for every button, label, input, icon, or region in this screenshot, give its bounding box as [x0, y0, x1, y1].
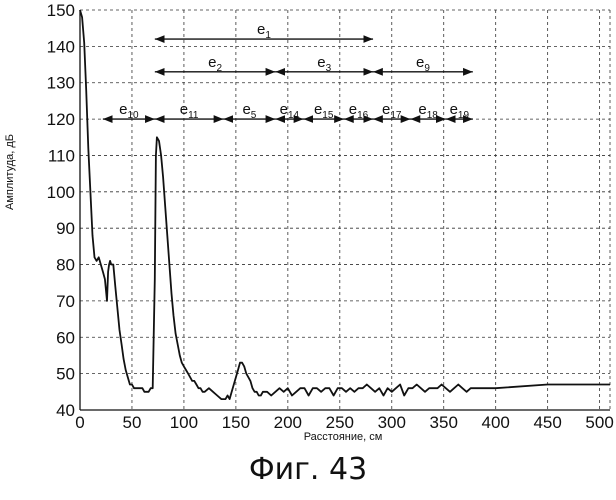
- y-tick-label: 50: [56, 365, 75, 384]
- y-tick-label: 60: [56, 328, 75, 347]
- x-tick-label: 150: [222, 413, 250, 432]
- y-tick-label: 40: [56, 401, 75, 420]
- x-tick-label: 200: [274, 413, 302, 432]
- figure-caption: Фиг. 43: [0, 452, 616, 487]
- segment-label-e9: e9: [416, 54, 430, 74]
- segment-label-e15: e15: [314, 101, 334, 121]
- y-tick-label: 120: [47, 110, 75, 129]
- y-tick-label: 110: [48, 146, 75, 165]
- segment-label-e3: e3: [317, 54, 331, 74]
- y-tick-label: 80: [56, 256, 75, 275]
- segment-label-e10: e10: [119, 101, 139, 121]
- segment-label-e5: e5: [242, 101, 256, 121]
- y-tick-label: 100: [47, 183, 75, 202]
- segment-label-e18: e18: [418, 101, 438, 121]
- y-tick-label: 150: [47, 1, 75, 20]
- x-tick-label: 300: [378, 413, 406, 432]
- x-tick-label: 250: [326, 413, 354, 432]
- y-tick-label: 130: [47, 74, 75, 93]
- segment-label-e14: e14: [280, 101, 300, 121]
- grid: [80, 10, 610, 410]
- x-axis-label: Расстояние, см: [304, 431, 383, 443]
- y-tick-label: 70: [56, 292, 75, 311]
- segment-label-e19: e19: [450, 101, 470, 121]
- segment-label-e16: e16: [349, 101, 369, 121]
- segment-label-e2: e2: [208, 54, 222, 74]
- x-tick-label: 50: [122, 413, 141, 432]
- x-tick-label: 0: [75, 413, 84, 432]
- x-tick-label: 350: [430, 413, 458, 432]
- x-tick-label: 400: [481, 413, 509, 432]
- segment-label-e17: e17: [382, 101, 402, 121]
- x-tick-label: 500: [585, 413, 613, 432]
- x-tick-label: 450: [533, 413, 561, 432]
- x-tick-label: 100: [170, 413, 198, 432]
- series: [80, 10, 610, 399]
- segment-label-e1: e1: [257, 21, 271, 41]
- y-tick-label: 140: [47, 37, 75, 56]
- y-axis-label: Амплитуда, дБ: [4, 134, 16, 210]
- segment-label-e11: e11: [180, 101, 199, 121]
- series-line: [80, 10, 610, 399]
- y-tick-label: 90: [56, 219, 75, 238]
